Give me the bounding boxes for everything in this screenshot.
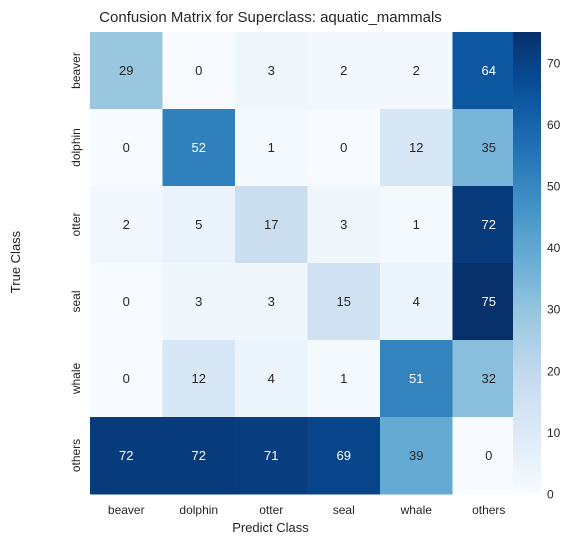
cell-value-label: 5 <box>195 217 202 232</box>
cell-value-label: 12 <box>192 371 206 386</box>
chart-title: Confusion Matrix for Superclass: aquatic… <box>99 9 442 26</box>
cell-value-label: 3 <box>268 294 275 309</box>
x-tick-label: others <box>472 503 505 517</box>
heatmap-cell <box>307 109 381 187</box>
heatmap-cell <box>380 263 453 341</box>
cell-value-label: 0 <box>123 371 130 386</box>
heatmap-cell <box>162 340 236 418</box>
y-tick-label: beaver <box>69 52 83 89</box>
cell-value-label: 1 <box>268 140 275 155</box>
heatmap-cell <box>90 186 163 264</box>
heatmap-cell <box>162 32 236 110</box>
heatmap-cell <box>380 109 453 187</box>
heatmap-cell <box>235 32 308 110</box>
cell-value-label: 15 <box>337 294 351 309</box>
colorbar-tick-label: 50 <box>547 180 561 194</box>
cell-value-label: 64 <box>482 63 496 78</box>
cell-value-label: 51 <box>409 371 423 386</box>
cell-value-label: 4 <box>268 371 275 386</box>
heatmap-cell <box>235 109 308 187</box>
cell-value-label: 52 <box>192 140 206 155</box>
heatmap-cell <box>90 109 163 187</box>
x-tick-label: beaver <box>108 503 145 517</box>
cell-value-label: 72 <box>482 217 496 232</box>
heatmap-cell <box>90 263 163 341</box>
cell-value-label: 4 <box>413 294 420 309</box>
cell-value-label: 1 <box>413 217 420 232</box>
x-tick-label: otter <box>259 503 283 517</box>
colorbar-tick-label: 0 <box>547 488 554 502</box>
cell-value-label: 0 <box>123 140 130 155</box>
colorbar-tick-label: 40 <box>547 241 561 255</box>
heatmap-cell <box>235 263 308 341</box>
heatmap-cell <box>307 340 381 418</box>
cell-value-label: 0 <box>195 63 202 78</box>
y-tick-label: others <box>69 439 83 472</box>
cell-value-label: 17 <box>264 217 278 232</box>
heatmap-cell <box>380 32 453 110</box>
cell-value-label: 3 <box>268 63 275 78</box>
cell-value-label: 3 <box>340 217 347 232</box>
x-tick-label: seal <box>333 503 355 517</box>
cell-value-label: 3 <box>195 294 202 309</box>
heatmap-cell <box>162 417 236 495</box>
colorbar-tick-label: 70 <box>547 56 561 70</box>
cell-value-label: 75 <box>482 294 496 309</box>
x-axis-label: Predict Class <box>232 520 309 535</box>
cell-value-label: 2 <box>413 63 420 78</box>
heatmap-cell <box>235 186 308 264</box>
heatmap-cell <box>235 417 308 495</box>
x-tick-label: dolphin <box>179 503 218 517</box>
cell-value-label: 69 <box>337 448 351 463</box>
y-tick-label: dolphin <box>69 128 83 167</box>
cell-value-label: 1 <box>340 371 347 386</box>
cell-value-label: 2 <box>340 63 347 78</box>
x-tick-label: whale <box>400 503 433 517</box>
y-tick-label: otter <box>69 212 83 236</box>
heatmap-cell <box>90 32 163 110</box>
heatmap-cell <box>307 186 381 264</box>
cell-value-label: 0 <box>340 140 347 155</box>
heatmap-cell <box>235 340 308 418</box>
cell-value-label: 0 <box>485 448 492 463</box>
colorbar-tick-label: 60 <box>547 118 561 132</box>
heatmap-cell <box>90 340 163 418</box>
heatmap-cells <box>90 32 526 495</box>
heatmap-cell <box>380 340 453 418</box>
cell-value-label: 0 <box>123 294 130 309</box>
heatmap-cell <box>380 186 453 264</box>
colorbar-gradient <box>513 32 541 494</box>
y-axis-tick-labels: beaver dolphin otter seal whale others <box>69 52 83 472</box>
cell-value-label: 71 <box>264 448 278 463</box>
colorbar <box>513 32 541 494</box>
heatmap-cell <box>162 263 236 341</box>
colorbar-tick-labels: 0 10 20 30 40 50 60 70 <box>547 56 561 501</box>
heatmap-cell <box>307 417 381 495</box>
colorbar-tick-label: 10 <box>547 426 561 440</box>
cell-value-label: 29 <box>119 63 133 78</box>
cell-value-label: 72 <box>192 448 206 463</box>
colorbar-tick-label: 20 <box>547 364 561 378</box>
heatmap-cell <box>307 263 381 341</box>
colorbar-tick-label: 30 <box>547 303 561 317</box>
y-tick-label: whale <box>69 363 83 396</box>
cell-value-label: 12 <box>409 140 423 155</box>
y-axis-label: True Class <box>8 230 23 293</box>
heatmap-cell <box>90 417 163 495</box>
heatmap-cell <box>307 32 381 110</box>
cell-value-label: 39 <box>409 448 423 463</box>
heatmap-cell <box>380 417 453 495</box>
cell-value-label: 2 <box>123 217 130 232</box>
heatmap-cell-labels: 29 0 3 2 2 640 52 1 0 12 352 5 17 3 1 720 3 3 15 4 750 12 4 1 51… <box>119 63 496 463</box>
y-tick-label: seal <box>69 290 83 312</box>
x-axis-tick-labels: beaver dolphin otter seal whale others <box>108 503 506 517</box>
cell-value-label: 32 <box>482 371 496 386</box>
heatmap-cell <box>162 186 236 264</box>
cell-value-label: 72 <box>119 448 133 463</box>
heatmap-cell <box>162 109 236 187</box>
cell-value-label: 35 <box>482 140 496 155</box>
